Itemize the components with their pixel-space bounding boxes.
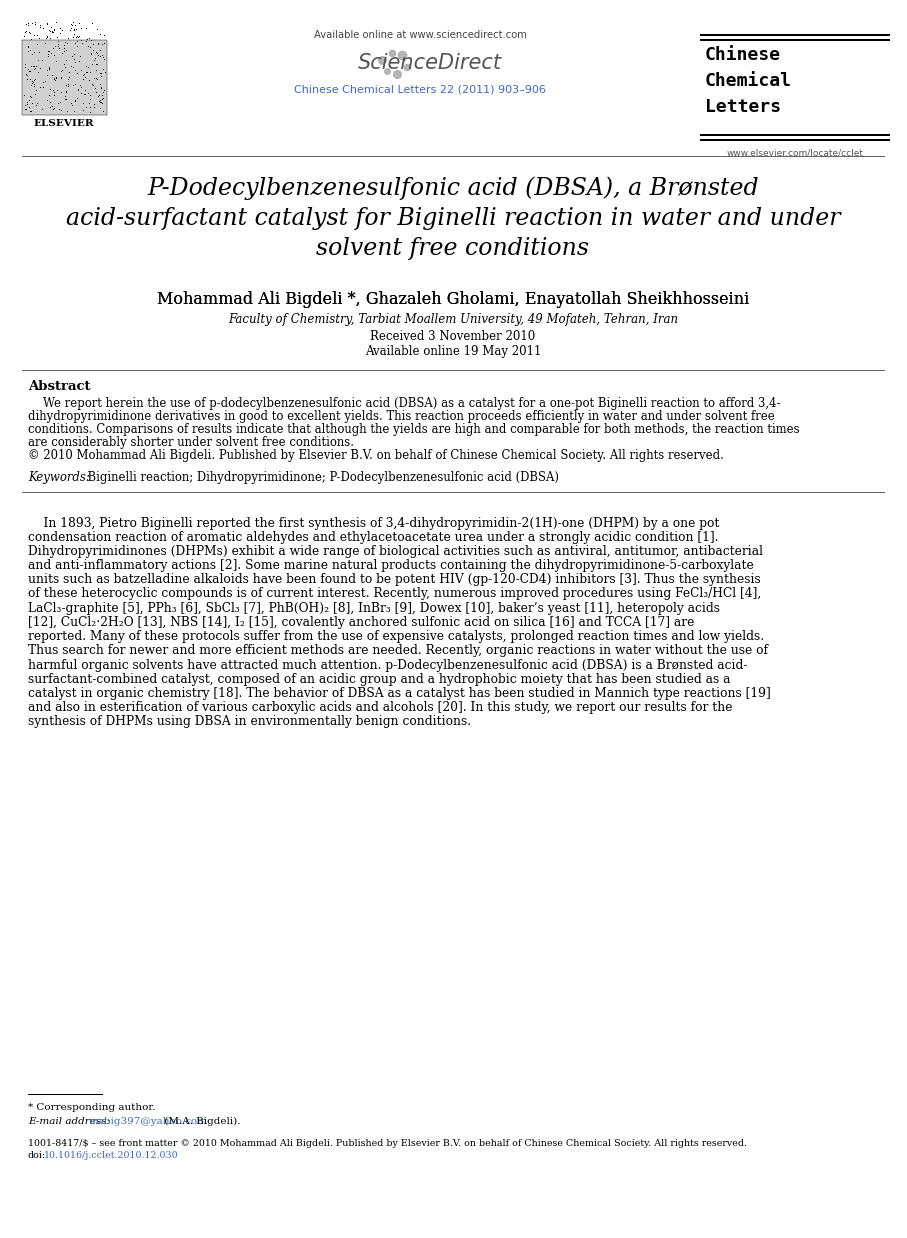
Text: LaCl₃-graphite [5], PPh₃ [6], SbCl₃ [7], PhB(OH)₂ [8], InBr₃ [9], Dowex [10], ba: LaCl₃-graphite [5], PPh₃ [6], SbCl₃ [7],… (28, 602, 720, 615)
Text: E-mail address:: E-mail address: (28, 1117, 113, 1125)
Text: doi:: doi: (28, 1150, 46, 1160)
Text: © 2010 Mohammad Ali Bigdeli. Published by Elsevier B.V. on behalf of Chinese Che: © 2010 Mohammad Ali Bigdeli. Published b… (28, 449, 724, 462)
Text: www.elsevier.com/locate/cclet: www.elsevier.com/locate/cclet (727, 149, 863, 157)
Text: acid-surfactant catalyst for Biginelli reaction in water and under: acid-surfactant catalyst for Biginelli r… (65, 207, 840, 229)
Bar (22, 40, 107, 115)
Text: condensation reaction of aromatic aldehydes and ethylacetoacetate urea under a s: condensation reaction of aromatic aldehy… (28, 531, 718, 543)
Text: * Corresponding author.: * Corresponding author. (28, 1103, 155, 1113)
Text: 1001-8417/$ – see front matter © 2010 Mohammad Ali Bigdeli. Published by Elsevie: 1001-8417/$ – see front matter © 2010 Mo… (28, 1139, 747, 1148)
Text: Chemical: Chemical (705, 72, 792, 90)
Text: 10.1016/j.cclet.2010.12.030: 10.1016/j.cclet.2010.12.030 (44, 1150, 179, 1160)
Text: P-Dodecylbenzenesulfonic acid (DBSA), a Brønsted: P-Dodecylbenzenesulfonic acid (DBSA), a … (147, 176, 759, 199)
Text: Faculty of Chemistry, Tarbiat Moallem University, 49 Mofateh, Tehran, Iran: Faculty of Chemistry, Tarbiat Moallem Un… (228, 313, 678, 327)
Text: of these heterocyclic compounds is of current interest. Recently, numerous impro: of these heterocyclic compounds is of cu… (28, 588, 761, 600)
Bar (700, 40, 890, 41)
Text: Keywords:: Keywords: (28, 470, 90, 484)
Text: synthesis of DHPMs using DBSA in environmentally benign conditions.: synthesis of DHPMs using DBSA in environ… (28, 716, 471, 728)
Text: Chinese Chemical Letters 22 (2011) 903–906: Chinese Chemical Letters 22 (2011) 903–9… (294, 85, 546, 95)
Text: In 1893, Pietro Biginelli reported the first synthesis of 3,4-dihydropyrimidin-2: In 1893, Pietro Biginelli reported the f… (28, 516, 719, 530)
Text: surfactant-combined catalyst, composed of an acidic group and a hydrophobic moie: surfactant-combined catalyst, composed o… (28, 672, 730, 686)
Text: Thus search for newer and more efficient methods are needed. Recently, organic r: Thus search for newer and more efficient… (28, 644, 768, 657)
Text: catalyst in organic chemistry [18]. The behavior of DBSA as a catalyst has been : catalyst in organic chemistry [18]. The … (28, 687, 771, 699)
Text: mabig397@yahoo.com: mabig397@yahoo.com (89, 1117, 208, 1125)
Text: Mohammad Ali Bigdeli *, Ghazaleh Gholami, Enayatollah Sheikhhosseini: Mohammad Ali Bigdeli *, Ghazaleh Gholami… (157, 291, 749, 308)
Text: solvent free conditions: solvent free conditions (317, 236, 590, 260)
Text: Available online at www.sciencedirect.com: Available online at www.sciencedirect.co… (314, 30, 526, 40)
Text: (M.A. Bigdeli).: (M.A. Bigdeli). (161, 1117, 240, 1125)
Bar (700, 134, 890, 136)
Text: [12], CuCl₂·2H₂O [13], NBS [14], I₂ [15], covalently anchored sulfonic acid on s: [12], CuCl₂·2H₂O [13], NBS [14], I₂ [15]… (28, 615, 695, 629)
Text: Abstract: Abstract (28, 380, 91, 394)
Text: ScienceDirect: ScienceDirect (358, 53, 502, 73)
Text: Mohammad Ali Bigdeli *, Ghazaleh Gholami, Enayatollah Sheikhhosseini: Mohammad Ali Bigdeli *, Ghazaleh Gholami… (157, 291, 749, 308)
Text: We report herein the use of p-dodecylbenzenesulfonic acid (DBSA) as a catalyst f: We report herein the use of p-dodecylben… (28, 396, 780, 410)
Text: harmful organic solvents have attracted much attention. p-Dodecylbenzenesulfonic: harmful organic solvents have attracted … (28, 659, 747, 671)
Text: dihydropyrimidinone derivatives in good to excellent yields. This reaction proce: dihydropyrimidinone derivatives in good … (28, 410, 775, 422)
Text: Available online 19 May 2011: Available online 19 May 2011 (365, 344, 541, 358)
Text: ELSEVIER: ELSEVIER (34, 119, 94, 128)
Text: Dihydropyrimidinones (DHPMs) exhibit a wide range of biological activities such : Dihydropyrimidinones (DHPMs) exhibit a w… (28, 545, 763, 558)
Bar (700, 33, 890, 36)
Text: conditions. Comparisons of results indicate that although the yields are high an: conditions. Comparisons of results indic… (28, 423, 800, 436)
Text: reported. Many of these protocols suffer from the use of expensive catalysts, pr: reported. Many of these protocols suffer… (28, 630, 764, 643)
Text: are considerably shorter under solvent free conditions.: are considerably shorter under solvent f… (28, 436, 354, 449)
Text: and anti-inflammatory actions [2]. Some marine natural products containing the d: and anti-inflammatory actions [2]. Some … (28, 560, 754, 572)
Text: and also in esterification of various carboxylic acids and alcohols [20]. In thi: and also in esterification of various ca… (28, 701, 733, 714)
Text: Letters: Letters (705, 98, 781, 116)
Text: units such as batzelladine alkaloids have been found to be potent HIV (gp-120-CD: units such as batzelladine alkaloids hav… (28, 573, 761, 587)
Text: Chinese: Chinese (705, 46, 781, 64)
Bar (700, 139, 890, 141)
Text: Received 3 November 2010: Received 3 November 2010 (370, 331, 536, 343)
Text: Biginelli reaction; Dihydropyrimidinone; P-Dodecylbenzenesulfonic acid (DBSA): Biginelli reaction; Dihydropyrimidinone;… (80, 470, 559, 484)
